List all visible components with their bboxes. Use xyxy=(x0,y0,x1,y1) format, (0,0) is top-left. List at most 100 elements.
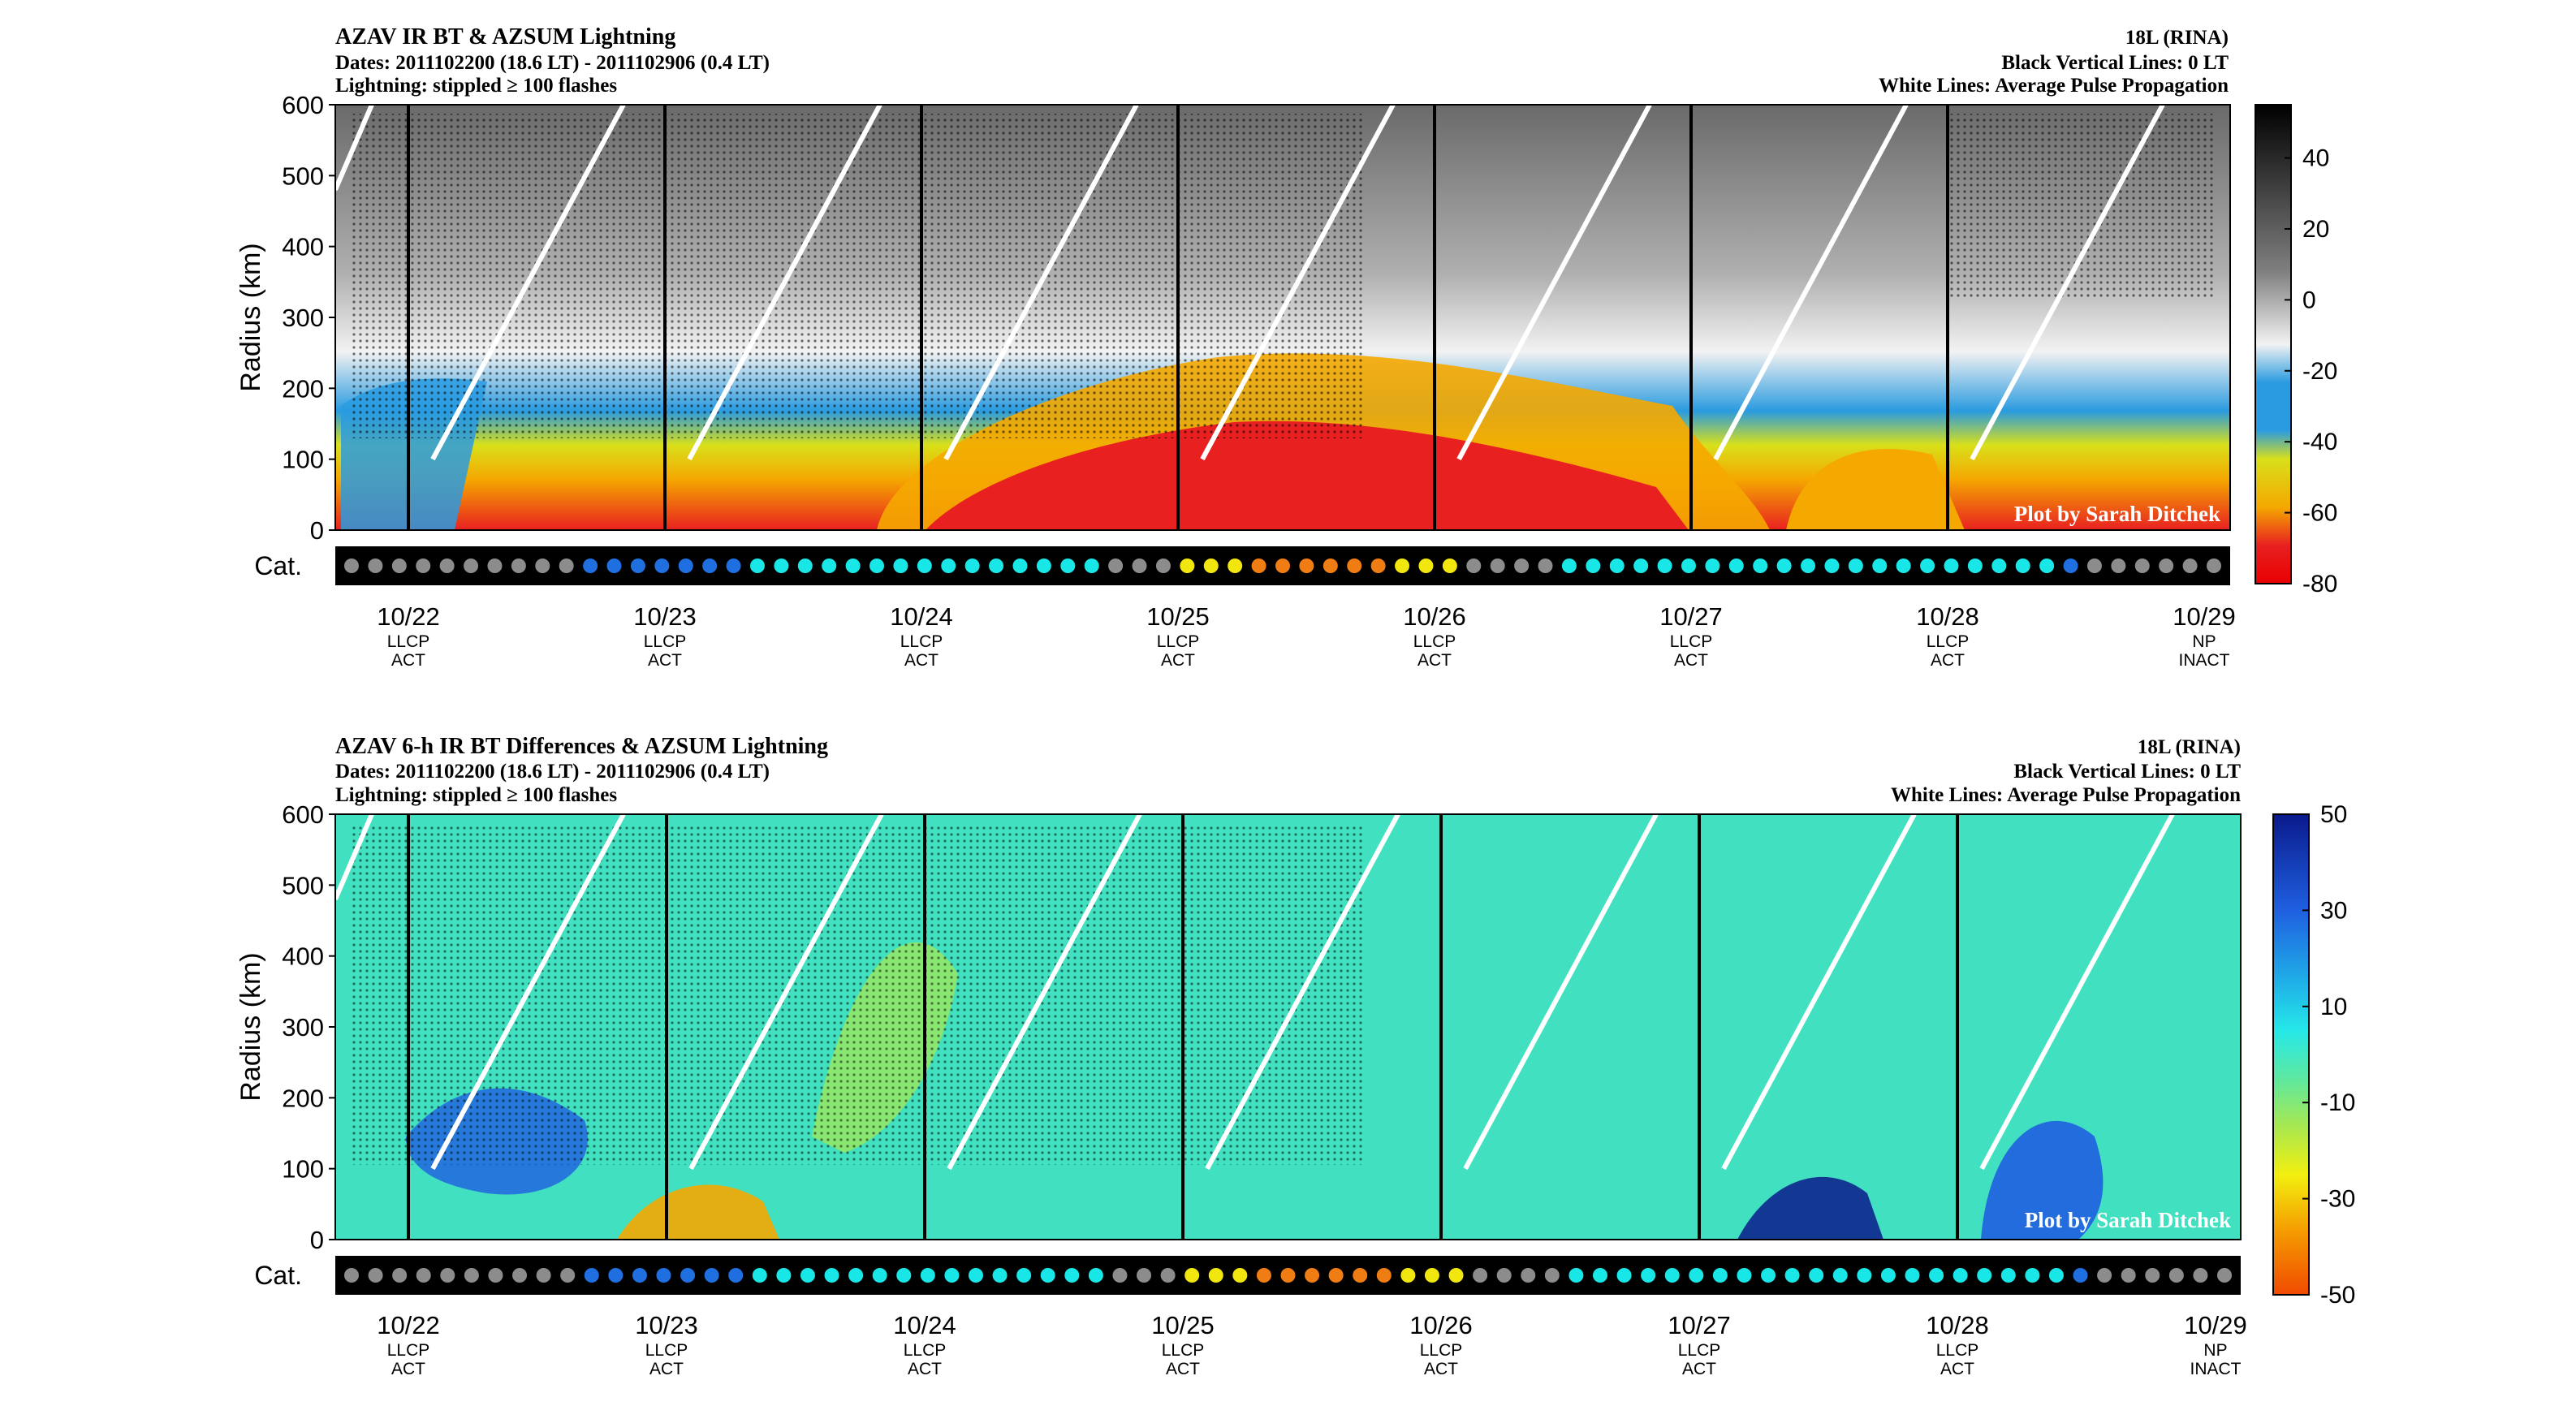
y-tick-label: 0 xyxy=(310,516,324,545)
stage-label-top: LLCP xyxy=(644,632,687,651)
x-tick-label: 10/22 xyxy=(377,1311,440,1339)
stage-label-bottom: ACT xyxy=(904,651,938,670)
panel1-white-lines-note: White Lines: Average Pulse Propagation xyxy=(1879,75,2229,97)
stage-label-bottom: ACT xyxy=(391,1360,425,1378)
y-tick-label: 600 xyxy=(282,91,324,119)
colorbar-tick-label: 0 xyxy=(2302,287,2316,313)
category-dot xyxy=(1442,559,1457,573)
category-dot xyxy=(1991,559,2007,573)
category-dot xyxy=(1681,559,1696,573)
panel2-category-dots xyxy=(344,1268,2232,1283)
stage-label-top: LLCP xyxy=(1670,632,1713,651)
x-tick-label: 10/29 xyxy=(2184,1311,2247,1339)
category-dot xyxy=(2086,559,2102,573)
x-tick-label: 10/25 xyxy=(1146,602,1210,631)
category-dot xyxy=(1036,559,1051,573)
category-dot xyxy=(1155,559,1171,573)
category-dot xyxy=(1784,1268,1800,1283)
category-dot xyxy=(1880,1268,1896,1283)
panel2-black-lines-note: Black Vertical Lines: 0 LT xyxy=(2013,761,2241,783)
category-dot xyxy=(2217,1268,2232,1283)
pulse-propagation-line xyxy=(430,813,626,1171)
category-dot xyxy=(391,559,407,573)
category-dot xyxy=(1060,559,1076,573)
category-dot xyxy=(680,1268,696,1283)
panel1-plot-area: Plot by Sarah Ditchek xyxy=(333,103,2231,531)
category-dot xyxy=(845,559,861,573)
stage-label-top: LLCP xyxy=(900,632,943,651)
category-dot xyxy=(416,559,431,573)
category-dot xyxy=(1801,559,1816,573)
category-dot xyxy=(920,1268,935,1283)
category-dot xyxy=(487,559,503,573)
category-dot xyxy=(608,1268,624,1283)
category-dot xyxy=(1753,559,1768,573)
pulse-propagation-line xyxy=(1721,813,1917,1171)
panel1-ylabel: Radius (km) xyxy=(235,243,266,391)
x-tick-label: 10/27 xyxy=(1659,602,1723,631)
pulse-propagation-line xyxy=(947,813,1142,1171)
x-tick-label: 10/24 xyxy=(890,602,953,631)
colorbar-tick-label: 30 xyxy=(2320,897,2347,924)
category-dot xyxy=(2145,1268,2160,1283)
category-dot xyxy=(944,1268,960,1283)
y-tick-label: 200 xyxy=(282,1084,324,1112)
category-dot xyxy=(1832,1268,1848,1283)
category-dot xyxy=(1376,1268,1392,1283)
pulse-propagation-line xyxy=(333,813,374,900)
stage-label-bottom: ACT xyxy=(908,1360,942,1378)
category-dot xyxy=(559,559,574,573)
category-dot xyxy=(606,559,622,573)
stage-label-bottom: ACT xyxy=(1424,1360,1458,1378)
x-tick-label: 10/23 xyxy=(635,1311,698,1339)
category-dot xyxy=(1967,559,1983,573)
category-dot xyxy=(1657,559,1672,573)
category-dot xyxy=(2000,1268,2016,1283)
category-dot xyxy=(2111,559,2126,573)
stage-label-bottom: ACT xyxy=(1417,651,1452,670)
pulse-propagation-line xyxy=(1970,103,2165,461)
category-dot xyxy=(632,1268,647,1283)
category-dot xyxy=(2063,559,2078,573)
stage-label-top: LLCP xyxy=(1678,1341,1721,1360)
panel2-pulse-lines xyxy=(333,813,2175,1171)
category-dot xyxy=(752,1268,767,1283)
category-dot xyxy=(1400,1268,1416,1283)
category-dot xyxy=(368,559,383,573)
panel1-lightning-note: Lightning: stippled ≥ 100 flashes xyxy=(335,75,617,97)
x-tick-label: 10/22 xyxy=(377,602,440,631)
panel1-late-convection xyxy=(1786,448,1965,530)
category-dot xyxy=(941,559,956,573)
category-dot xyxy=(1328,1268,1344,1283)
pulse-propagation-line xyxy=(1200,103,1396,461)
category-dot xyxy=(535,559,550,573)
category-dot xyxy=(1137,1268,1152,1283)
stage-label-bottom: INACT xyxy=(2179,651,2230,670)
panel1-x-axis: 10/22LLCPACT10/23LLCPACT10/24LLCPACT10/2… xyxy=(377,602,2236,670)
category-dot xyxy=(702,559,718,573)
category-dot xyxy=(2048,1268,2064,1283)
category-dot xyxy=(1208,1268,1223,1283)
panel1-black-lines-note: Black Vertical Lines: 0 LT xyxy=(2001,52,2229,74)
category-dot xyxy=(1824,559,1840,573)
stage-label-top: LLCP xyxy=(1936,1341,1979,1360)
category-dot xyxy=(1705,559,1720,573)
category-dot xyxy=(872,1268,887,1283)
panel2-warming-blob-2 xyxy=(1737,1176,1883,1240)
stage-label-bottom: ACT xyxy=(1940,1360,1974,1378)
panel2-day-lines xyxy=(407,814,1959,1240)
category-dot xyxy=(776,1268,792,1283)
category-dot xyxy=(1952,1268,1968,1283)
stage-label-bottom: INACT xyxy=(2190,1360,2242,1378)
stage-label-bottom: ACT xyxy=(1931,651,1965,670)
y-tick-label: 0 xyxy=(310,1226,324,1254)
pulse-propagation-line xyxy=(1713,103,1909,461)
pulse-propagation-line xyxy=(688,813,884,1171)
category-dot xyxy=(439,559,455,573)
stage-label-top: LLCP xyxy=(1162,1341,1205,1360)
category-dot xyxy=(1593,1268,1607,1283)
category-dot xyxy=(1728,559,1744,573)
panel2-plot-area: Plot by Sarah Ditchek xyxy=(333,813,2242,1240)
panel2-credit: Plot by Sarah Ditchek xyxy=(2025,1208,2231,1232)
